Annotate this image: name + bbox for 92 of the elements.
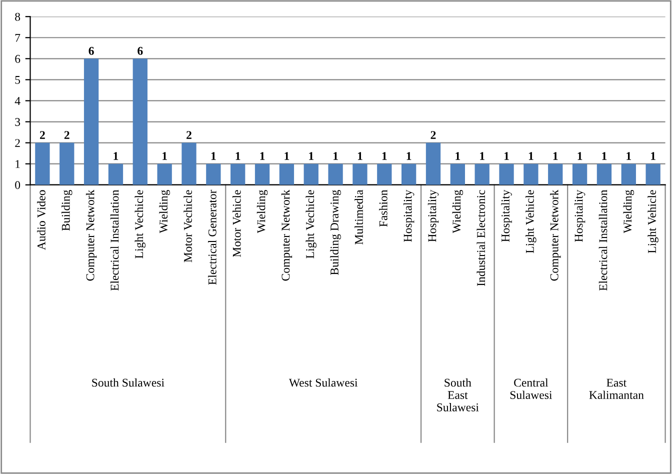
bar <box>377 164 392 185</box>
data-label: 1 <box>456 152 460 160</box>
x-tick-label: Wielding <box>623 190 634 234</box>
x-tick-label: Light Vehicle <box>526 190 536 254</box>
data-label: 1 <box>358 152 362 160</box>
bar <box>646 164 660 185</box>
bar <box>84 58 99 185</box>
x-tick-label: Hospitality <box>403 190 414 242</box>
data-label: 1 <box>309 152 314 160</box>
data-label: 1 <box>528 152 534 160</box>
bar <box>450 164 465 185</box>
data-label: 1 <box>114 152 118 160</box>
data-label: 1 <box>284 152 290 160</box>
y-tick-label: 5 <box>15 76 20 84</box>
data-label: 1 <box>334 152 338 160</box>
x-tick-label: Motor Vechicle <box>184 190 192 262</box>
x-tick-label: Audio Video <box>37 190 46 250</box>
x-tick-label: Electrical Generator <box>208 190 216 285</box>
bar <box>206 164 221 185</box>
x-tick-label: Computer Network <box>281 190 292 281</box>
text: Central Sulawesi <box>510 378 552 400</box>
x-tick-label: Light Vechicle <box>134 190 146 258</box>
y-tick-label: 1 <box>16 160 20 168</box>
text: East Kalimantan <box>589 378 644 400</box>
y-tick-label: 2 <box>15 139 20 147</box>
y-tick-label: 7 <box>15 34 20 42</box>
x-tick-label: Multimedia <box>354 190 363 244</box>
x-tick-label: Computer Network <box>86 190 97 281</box>
bar <box>621 164 636 185</box>
x-tick-label: Computer Network <box>550 190 561 281</box>
y-tick-label: 0 <box>15 181 20 190</box>
y-tick-label: 6 <box>15 54 20 63</box>
x-tick-label: Building <box>62 190 72 231</box>
x-tick-label: Electrical Installation <box>598 190 608 291</box>
y-tick-label: 8 <box>15 12 20 21</box>
data-label: 1 <box>260 152 265 160</box>
x-tick-label: Hospitality <box>574 190 586 242</box>
x-tick-label: Wielding <box>256 190 268 234</box>
bar <box>572 164 588 185</box>
x-tick-label: Motor Vehicle <box>232 190 241 258</box>
text: South Sulawesi <box>92 378 164 387</box>
data-label: 2 <box>430 131 436 139</box>
data-label: 1 <box>211 152 216 160</box>
data-label: 2 <box>64 131 70 139</box>
text: South East Sulawesi <box>437 378 479 412</box>
bar <box>596 164 612 185</box>
bar <box>426 142 441 185</box>
text: West Sulawesi <box>288 378 358 387</box>
y-tick-label: 4 <box>14 97 20 105</box>
bar <box>108 164 124 185</box>
data-label: 2 <box>40 131 45 139</box>
data-label: 1 <box>553 152 558 160</box>
data-label: 1 <box>626 152 631 160</box>
data-label: 1 <box>504 152 509 160</box>
bar <box>132 58 148 185</box>
bar <box>230 164 246 185</box>
data-label: 1 <box>602 152 607 160</box>
bar <box>182 142 196 185</box>
data-label: 1 <box>382 152 387 160</box>
bar <box>254 164 270 185</box>
data-label: 1 <box>578 152 582 160</box>
x-tick-label: Wielding <box>452 190 464 234</box>
data-label: 1 <box>480 152 484 160</box>
bar <box>524 164 538 185</box>
bar <box>352 164 368 185</box>
x-tick-label: Light Vechicle <box>306 190 316 258</box>
x-tick-label: Light Vehicle <box>648 190 658 254</box>
x-tick-label: Hospitality <box>428 190 439 242</box>
data-label: 1 <box>406 152 412 160</box>
bar <box>328 164 343 185</box>
bar <box>499 164 514 185</box>
x-tick-label: Building Drawing <box>330 190 341 275</box>
data-label: 1 <box>236 152 240 160</box>
data-label: 2 <box>186 131 192 139</box>
data-label: 6 <box>138 46 143 55</box>
data-label: 6 <box>88 46 94 55</box>
bar <box>279 164 294 185</box>
x-tick-label: Wielding <box>159 190 170 234</box>
x-tick-label: Industrial Electronic <box>476 190 486 286</box>
bar <box>157 164 172 185</box>
bar <box>60 142 74 185</box>
x-tick-label: Hospitality <box>501 190 512 242</box>
bar <box>548 164 563 185</box>
x-tick-label: Fashion <box>379 190 388 227</box>
bar <box>401 164 416 185</box>
y-tick-label: 3 <box>15 118 20 126</box>
data-label: 1 <box>162 152 167 160</box>
bar <box>474 164 490 185</box>
bar <box>35 142 50 185</box>
data-label: 1 <box>651 152 656 160</box>
bar <box>304 164 318 185</box>
x-tick-label: Electrical Installation <box>110 190 119 291</box>
